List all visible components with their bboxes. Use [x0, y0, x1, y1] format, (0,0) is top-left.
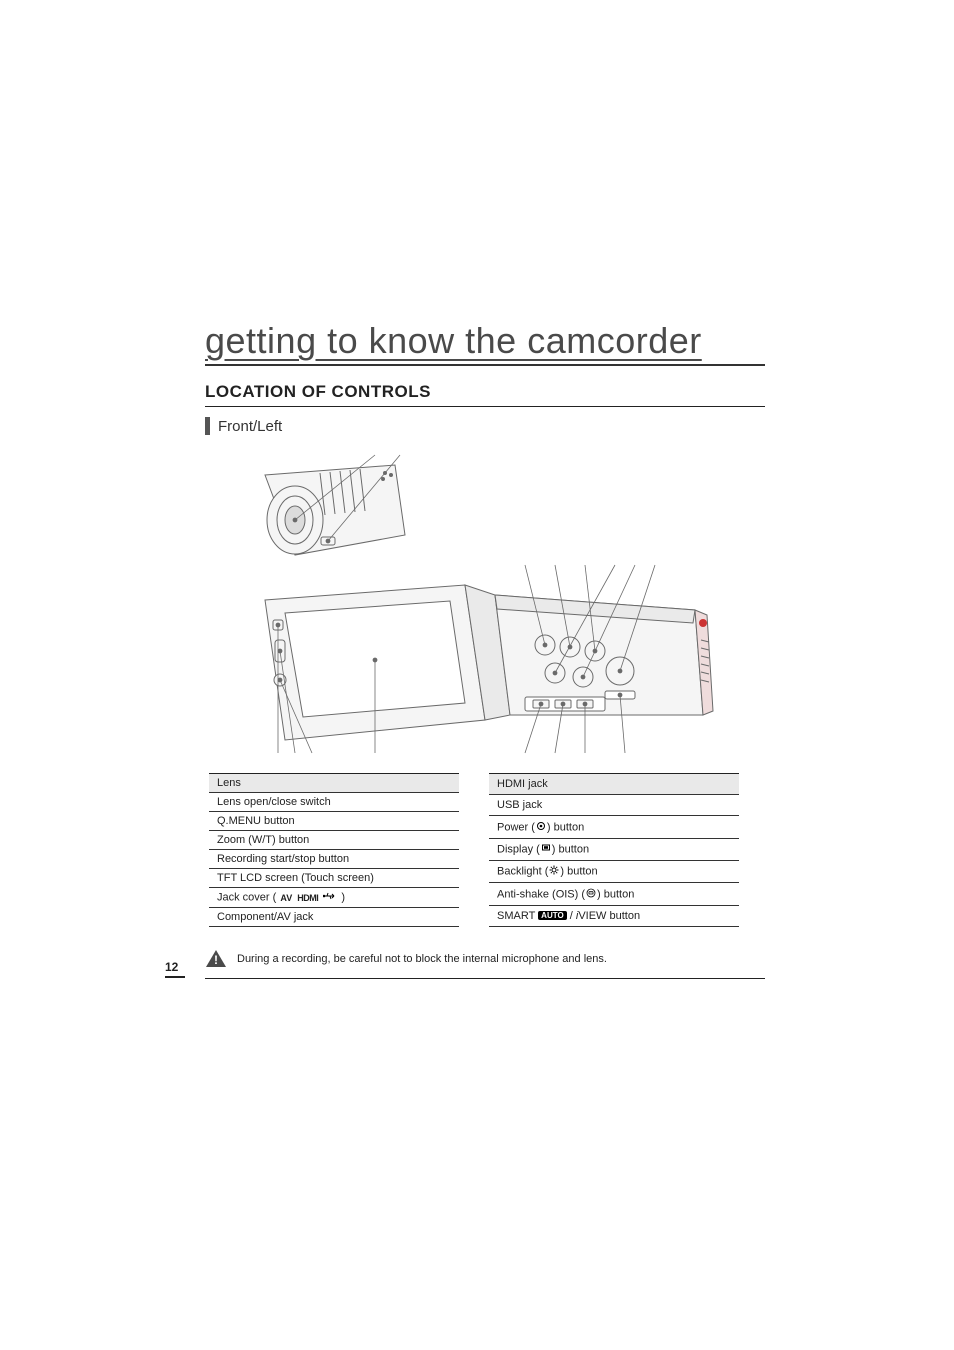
table-row: Lens open/close switch	[209, 793, 459, 812]
part-label: Component/AV jack	[209, 908, 459, 927]
part-label: Recording start/stop button	[209, 850, 459, 869]
page-number-underline	[165, 976, 185, 978]
power-icon	[536, 821, 546, 834]
table-row: Lens	[209, 774, 459, 793]
parts-table-right: HDMI jack USB jack Power () button Displ…	[489, 773, 739, 927]
part-label: TFT LCD screen (Touch screen)	[209, 869, 459, 888]
hdmi-icon: HDMI	[297, 893, 318, 903]
part-label: Backlight () button	[489, 861, 739, 883]
subsection-heading: Front/Left	[205, 417, 765, 435]
chapter-title: getting to know the camcorder	[205, 320, 765, 366]
part-label: Zoom (W/T) button	[209, 831, 459, 850]
section-title: LOCATION OF CONTROLS	[205, 382, 765, 407]
usb-icon	[323, 891, 337, 904]
part-label: Q.MENU button	[209, 812, 459, 831]
table-row: Display () button	[489, 838, 739, 860]
warning-icon: !	[205, 949, 227, 974]
table-row: Q.MENU button	[209, 812, 459, 831]
manual-page: getting to know the camcorder LOCATION O…	[0, 0, 954, 1350]
content-area: getting to know the camcorder LOCATION O…	[205, 320, 765, 979]
part-label: HDMI jack	[489, 774, 739, 795]
table-row: Power () button	[489, 816, 739, 838]
subsection-label: Front/Left	[218, 418, 282, 435]
warning-text: During a recording, be careful not to bl…	[237, 949, 607, 965]
part-label: Lens	[209, 774, 459, 793]
part-label: SMART AUTO / iVIEW button	[489, 905, 739, 926]
table-row: Recording start/stop button	[209, 850, 459, 869]
table-row: Zoom (W/T) button	[209, 831, 459, 850]
table-row: TFT LCD screen (Touch screen)	[209, 869, 459, 888]
ois-icon	[586, 888, 596, 901]
table-row: Component/AV jack	[209, 908, 459, 927]
svg-text:!: !	[214, 953, 218, 967]
part-label: Anti-shake (OIS) () button	[489, 883, 739, 905]
auto-badge-icon: AUTO	[538, 911, 567, 920]
part-label: Power () button	[489, 816, 739, 838]
part-label: Lens open/close switch	[209, 793, 459, 812]
table-row: USB jack	[489, 795, 739, 816]
note-divider	[205, 978, 765, 979]
part-label: Display () button	[489, 838, 739, 860]
table-row: Jack cover ( AV HDMI )	[209, 888, 459, 908]
table-row: HDMI jack	[489, 774, 739, 795]
table-row: Anti-shake (OIS) () button	[489, 883, 739, 905]
table-row: Backlight () button	[489, 861, 739, 883]
table-row: SMART AUTO / iVIEW button	[489, 905, 739, 926]
page-number: 12	[165, 960, 178, 974]
parts-tables: Lens Lens open/close switch Q.MENU butto…	[209, 773, 765, 927]
warning-note: ! During a recording, be careful not to …	[205, 949, 765, 974]
part-label: USB jack	[489, 795, 739, 816]
parts-table-left: Lens Lens open/close switch Q.MENU butto…	[209, 773, 459, 927]
display-icon	[541, 843, 551, 856]
part-label: Jack cover ( AV HDMI )	[209, 888, 459, 908]
subsection-bar-icon	[205, 417, 210, 435]
backlight-icon	[549, 865, 559, 878]
camcorder-diagram	[225, 445, 715, 755]
av-icon: AV	[280, 893, 292, 903]
